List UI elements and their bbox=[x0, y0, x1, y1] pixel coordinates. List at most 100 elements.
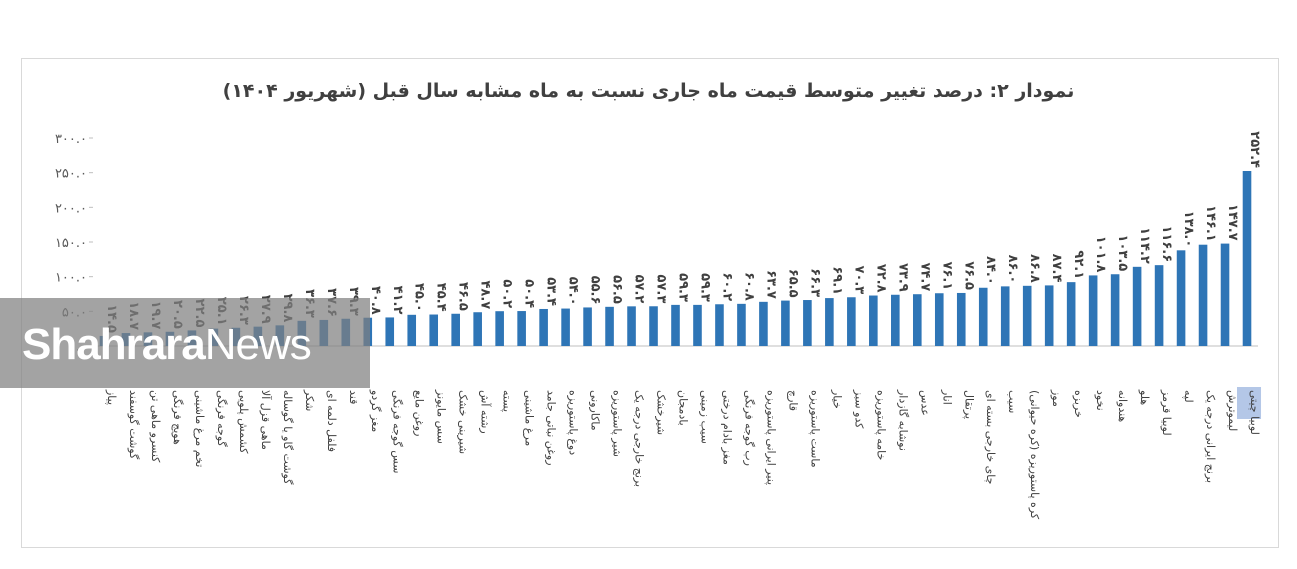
bar bbox=[825, 298, 834, 346]
bar bbox=[1176, 250, 1186, 346]
value-label: ۵۹.۳ bbox=[676, 273, 691, 302]
y-tick-label: ۱۰۰.۰ bbox=[55, 271, 87, 286]
category-label: لیموترش bbox=[1226, 390, 1239, 431]
value-label: ۴۱.۲ bbox=[390, 286, 405, 315]
category-label: خیار bbox=[830, 389, 843, 409]
category-label: شکر bbox=[303, 389, 316, 411]
value-label: ۸۷.۴ bbox=[1049, 254, 1064, 283]
bar bbox=[1088, 275, 1098, 346]
value-label: ۵۳.۴ bbox=[544, 277, 559, 306]
category-label: نوشابه گازدار bbox=[896, 389, 909, 451]
value-label: ۱۴۷.۷ bbox=[1225, 204, 1240, 241]
category-label: خامه پاستوریزه bbox=[874, 390, 887, 460]
bar bbox=[1220, 243, 1230, 346]
bar bbox=[1154, 265, 1164, 346]
value-label: ۴۸.۷ bbox=[478, 280, 493, 309]
category-label: سس مایونز bbox=[435, 389, 448, 444]
value-label: ۷۴.۷ bbox=[917, 262, 932, 291]
bar bbox=[912, 294, 922, 346]
category-label: کدو سبز bbox=[852, 389, 865, 429]
value-label: ۶۵.۵ bbox=[785, 269, 800, 298]
category-label: شیرینی خشک bbox=[457, 390, 470, 454]
value-label: ۵۶.۵ bbox=[610, 275, 625, 304]
y-tick-label: ۲۰۰.۰ bbox=[55, 201, 87, 216]
bar bbox=[1110, 274, 1120, 346]
category-label: کشمش پلویی bbox=[237, 390, 250, 454]
bar bbox=[1132, 266, 1142, 346]
value-label: ۵۰.۲ bbox=[500, 279, 515, 308]
bar bbox=[715, 304, 724, 346]
bar bbox=[693, 304, 702, 346]
category-label: بادمجان bbox=[677, 390, 690, 426]
value-label: ۸۴.۰ bbox=[983, 256, 998, 285]
value-label: ۶۳.۷ bbox=[763, 270, 778, 299]
category-label: چای خارجی بسته ای bbox=[984, 390, 997, 484]
category-label: روغن مایع bbox=[413, 390, 426, 436]
value-label: ۶۰.۲ bbox=[719, 273, 734, 302]
value-label: ۱۳۸.۰ bbox=[1181, 211, 1196, 248]
value-label: ۵۹.۳ bbox=[697, 273, 712, 302]
category-label: لپه bbox=[1182, 390, 1195, 403]
category-label: برنج خارجی درجه یک bbox=[633, 390, 646, 487]
category-label: نخود bbox=[1094, 390, 1107, 411]
bar bbox=[956, 292, 966, 346]
value-label: ۷۶.۱ bbox=[939, 261, 954, 290]
bar bbox=[1242, 171, 1252, 346]
category-label: کنسرو ماهی تن bbox=[149, 390, 162, 463]
y-tick-label: ۳۰۰.۰ bbox=[55, 132, 87, 147]
bar bbox=[847, 297, 856, 346]
category-label: مغز بادام درختی bbox=[720, 390, 733, 465]
category-label: پرتقال bbox=[962, 390, 975, 419]
category-label: گوشت گوسفند bbox=[127, 390, 140, 460]
category-label: هلو bbox=[1138, 389, 1151, 405]
bar bbox=[627, 306, 636, 346]
category-label: تخم مرغ ماشینی bbox=[193, 390, 206, 467]
category-label: انار bbox=[940, 389, 953, 405]
category-label: ماهی قزل آلا bbox=[259, 390, 273, 450]
bar bbox=[495, 311, 504, 346]
value-label: ۴۰.۸ bbox=[368, 286, 383, 315]
watermark-banner: ShahraraNews bbox=[0, 298, 370, 388]
y-tick-label: ۲۵۰.۰ bbox=[55, 167, 87, 182]
value-label: ۵۷.۳ bbox=[654, 275, 669, 304]
value-label: ۶۹.۱ bbox=[829, 266, 844, 295]
category-label: مرغ ماشینی bbox=[523, 390, 536, 446]
value-label: ۷۶.۵ bbox=[961, 261, 976, 290]
category-label: پسته bbox=[501, 390, 514, 412]
category-label: رشته آش bbox=[479, 390, 493, 434]
category-label: دوغ پاستوریزه bbox=[567, 390, 580, 455]
bar bbox=[781, 300, 790, 346]
value-label: ۱۰۱.۸ bbox=[1093, 236, 1108, 273]
bar bbox=[451, 313, 460, 346]
bar bbox=[737, 303, 746, 346]
category-label: خربزه bbox=[1072, 390, 1085, 418]
bar bbox=[1000, 286, 1010, 346]
bar bbox=[429, 314, 439, 346]
chart-title: نمودار ۲: درصد تغییر متوسط قیمت ماه جاری… bbox=[222, 80, 1075, 102]
value-label: ۴۵.۴ bbox=[434, 283, 449, 312]
selected-label-highlight bbox=[1237, 387, 1262, 419]
value-label: ۷۲.۸ bbox=[873, 264, 888, 293]
y-tick-label: ۱۵۰.۰ bbox=[55, 236, 87, 251]
category-label: هندوانه bbox=[1116, 390, 1129, 422]
bar bbox=[649, 306, 658, 346]
value-label: ۵۴.۰ bbox=[566, 277, 581, 306]
category-label: برنج ایرانی درجه یک bbox=[1204, 390, 1217, 483]
category-label: سس گوجه فرنگی bbox=[391, 390, 404, 473]
value-label: ۸۶.۰ bbox=[1005, 255, 1020, 284]
value-label: ۱۱۴.۲ bbox=[1137, 227, 1152, 264]
bar bbox=[583, 307, 592, 346]
category-label: کره پاستوریزه (کره حیوانی) bbox=[1028, 390, 1041, 520]
category-label: موز bbox=[1050, 389, 1063, 407]
category-label: هویج فرنگی bbox=[171, 390, 184, 445]
bar bbox=[1022, 285, 1032, 346]
category-label: گوجه فرنگی bbox=[215, 390, 228, 448]
value-label: ۶۶.۳ bbox=[807, 268, 822, 297]
bar bbox=[978, 287, 988, 346]
value-label: ۱۴۶.۱ bbox=[1203, 205, 1218, 242]
value-label: ۶۰.۸ bbox=[741, 272, 756, 301]
value-label: ۵۵.۶ bbox=[588, 276, 603, 305]
category-label: ماکارونی bbox=[589, 390, 602, 431]
value-label: ۴۶.۵ bbox=[456, 282, 471, 311]
value-label: ۵۰.۴ bbox=[522, 279, 537, 308]
